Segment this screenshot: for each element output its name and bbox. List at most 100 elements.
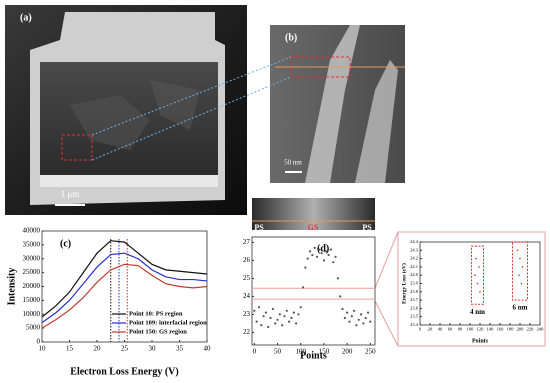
y-tick-label: 35000 xyxy=(23,240,41,248)
point xyxy=(518,274,520,277)
point xyxy=(264,311,268,314)
point xyxy=(325,250,328,253)
point xyxy=(341,307,344,311)
y-tick-label: 24.3 xyxy=(410,247,419,252)
y-tick-label: 24.4 xyxy=(410,239,419,244)
point xyxy=(519,257,521,260)
point xyxy=(476,282,479,285)
point xyxy=(474,274,476,277)
x-axis-label: Points xyxy=(472,338,489,344)
line-series xyxy=(41,252,208,324)
point xyxy=(267,325,270,329)
point xyxy=(332,261,335,264)
point xyxy=(283,315,286,318)
point xyxy=(516,249,519,252)
x-tick-label: 0 xyxy=(253,348,257,356)
line-series xyxy=(41,263,208,329)
legend-label: Point 150: GS region xyxy=(129,328,187,335)
point xyxy=(262,315,265,318)
x-tick-label: 140 xyxy=(487,327,495,332)
point xyxy=(479,291,481,293)
y-tick-label: 5000 xyxy=(26,324,41,332)
point xyxy=(269,316,272,320)
x-tick-label: 240 xyxy=(537,327,545,332)
connector xyxy=(374,231,399,289)
x-tick-label: 220 xyxy=(527,327,535,332)
point xyxy=(369,320,372,323)
y-tick-label: 24 xyxy=(243,292,251,300)
x-tick-label: 15 xyxy=(66,345,74,353)
point xyxy=(274,322,277,325)
point xyxy=(288,320,291,323)
y-tick-label: 0 xyxy=(37,338,41,346)
legend-label: Point 10: PS region xyxy=(129,310,183,317)
x-tick-label: 20 xyxy=(94,345,102,353)
point xyxy=(362,322,365,325)
point xyxy=(334,255,337,258)
y-tick-label: 23.9 xyxy=(410,281,419,286)
x-tick-label: 80 xyxy=(458,327,463,332)
y-tick-label: 23.6 xyxy=(410,305,419,310)
point xyxy=(353,309,356,312)
point xyxy=(308,250,312,253)
point xyxy=(299,306,302,309)
point xyxy=(339,295,342,298)
y-axis-label: Intensity xyxy=(6,268,17,306)
inset-frame xyxy=(397,231,546,347)
y-tick-label: 15000 xyxy=(23,296,41,304)
y-tick-label: 26 xyxy=(243,256,251,264)
sem-image-b xyxy=(270,25,405,183)
x-tick-label: 10 xyxy=(39,345,47,353)
point xyxy=(521,266,524,268)
point xyxy=(292,311,295,314)
strip-label: PS xyxy=(362,223,372,232)
x-tick-label: 35 xyxy=(176,345,184,353)
x-axis-label: Points xyxy=(300,350,327,361)
point xyxy=(336,277,339,280)
x-tick-label: 50 xyxy=(274,348,282,356)
point xyxy=(475,257,477,260)
y-tick-label: 24.1 xyxy=(410,264,418,269)
x-tick-label: 25 xyxy=(121,345,129,353)
panel-label: (b) xyxy=(285,32,297,43)
point xyxy=(348,320,351,323)
point xyxy=(478,266,480,268)
point xyxy=(278,313,281,316)
y-axis-label: Energy Loss (eV) xyxy=(400,263,407,304)
x-tick-label: 100 xyxy=(295,348,306,356)
y-tick-label: 23.5 xyxy=(410,314,419,319)
panel-label: (d) xyxy=(317,243,329,254)
x-tick-label: 40 xyxy=(204,345,212,353)
region xyxy=(471,245,484,305)
point xyxy=(320,252,323,255)
y-tick-label: 20000 xyxy=(23,282,41,290)
point xyxy=(306,257,309,260)
scale-bar-label: 1 μm xyxy=(61,189,80,199)
x-tick-label: 120 xyxy=(477,327,485,332)
x-tick-label: 30 xyxy=(149,345,157,353)
point xyxy=(285,309,288,312)
point xyxy=(276,318,279,321)
point xyxy=(359,313,363,316)
y-tick-label: 40000 xyxy=(23,227,41,235)
legend-label: Point 109: interfacial region xyxy=(129,319,207,326)
point xyxy=(520,282,523,285)
plot-frame xyxy=(251,236,376,346)
x-tick-label: 200 xyxy=(517,327,525,332)
point xyxy=(290,316,293,320)
y-tick-label: 23.8 xyxy=(410,289,419,294)
point xyxy=(346,311,349,314)
point xyxy=(315,255,319,258)
region-label: 6 nm xyxy=(513,304,528,312)
x-tick-label: 250 xyxy=(365,348,376,356)
panel-label: (c) xyxy=(60,238,71,249)
point xyxy=(311,253,314,257)
point xyxy=(281,324,284,327)
x-tick-label: 150 xyxy=(319,348,330,356)
point xyxy=(271,307,274,311)
point xyxy=(301,286,305,289)
point xyxy=(322,259,326,262)
point xyxy=(304,266,307,269)
sem-image-a xyxy=(5,5,247,215)
